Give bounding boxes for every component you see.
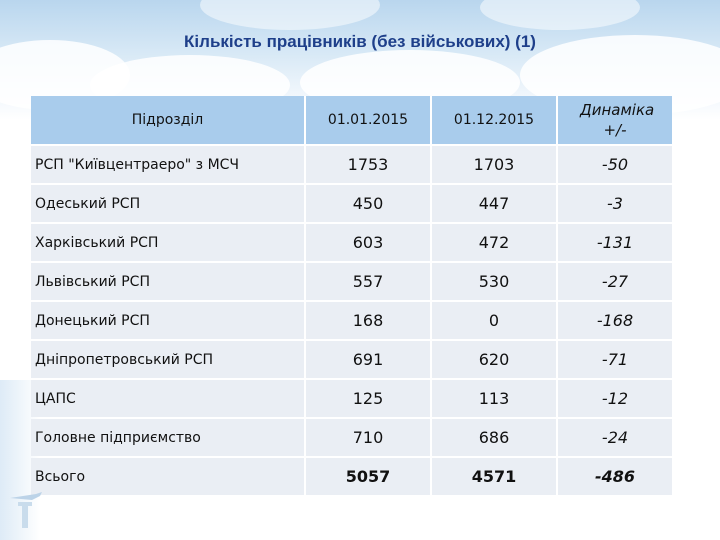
header-department: Підрозділ: [31, 96, 306, 144]
cell-dynamics: -50: [558, 146, 672, 183]
cell-end: 530: [432, 263, 558, 300]
cell-start: 557: [306, 263, 432, 300]
table-row: Львівський РСП 557 530 -27: [31, 263, 672, 300]
cloud-decoration: [200, 0, 380, 30]
table-row: Харківський РСП 603 472 -131: [31, 224, 672, 261]
cell-start: 710: [306, 419, 432, 456]
table-total-row: Всього 5057 4571 -486: [31, 458, 672, 495]
header-dynamics: Динаміка +/-: [558, 96, 672, 144]
header-date-start: 01.01.2015: [306, 96, 432, 144]
cell-dynamics: -3: [558, 185, 672, 222]
cell-end: 620: [432, 341, 558, 378]
cell-start: 1753: [306, 146, 432, 183]
cell-start: 125: [306, 380, 432, 417]
cell-dynamics: -24: [558, 419, 672, 456]
cell-total-label: Всього: [31, 458, 306, 495]
employee-count-table: Підрозділ 01.01.2015 01.12.2015 Динаміка…: [31, 94, 672, 497]
cell-dynamics: -27: [558, 263, 672, 300]
table-row: Дніпропетровський РСП 691 620 -71: [31, 341, 672, 378]
cell-dynamics: -131: [558, 224, 672, 261]
cell-total-start: 5057: [306, 458, 432, 495]
cell-end: 113: [432, 380, 558, 417]
cell-start: 603: [306, 224, 432, 261]
table-row: Донецький РСП 168 0 -168: [31, 302, 672, 339]
cell-total-end: 4571: [432, 458, 558, 495]
cloud-decoration: [480, 0, 640, 30]
table-row: РСП "Київцентраеро" з МСЧ 1753 1703 -50: [31, 146, 672, 183]
cell-department: Одеський РСП: [31, 185, 306, 222]
table-header-row: Підрозділ 01.01.2015 01.12.2015 Динаміка…: [31, 96, 672, 144]
slide-title: Кількість працівників (без військових) (…: [184, 32, 536, 51]
cell-start: 450: [306, 185, 432, 222]
table-row: ЦАПС 125 113 -12: [31, 380, 672, 417]
cell-dynamics: -71: [558, 341, 672, 378]
table-row: Головне підприємство 710 686 -24: [31, 419, 672, 456]
cell-end: 1703: [432, 146, 558, 183]
cell-department: Дніпропетровський РСП: [31, 341, 306, 378]
cell-end: 0: [432, 302, 558, 339]
cell-department: РСП "Київцентраеро" з МСЧ: [31, 146, 306, 183]
cell-start: 168: [306, 302, 432, 339]
cell-end: 447: [432, 185, 558, 222]
cell-end: 686: [432, 419, 558, 456]
cell-dynamics: -12: [558, 380, 672, 417]
cell-department: Головне підприємство: [31, 419, 306, 456]
header-date-end: 01.12.2015: [432, 96, 558, 144]
cell-start: 691: [306, 341, 432, 378]
cell-dynamics: -168: [558, 302, 672, 339]
cell-department: ЦАПС: [31, 380, 306, 417]
cell-department: Донецький РСП: [31, 302, 306, 339]
cell-total-dynamics: -486: [558, 458, 672, 495]
table-row: Одеський РСП 450 447 -3: [31, 185, 672, 222]
cell-department: Харківський РСП: [31, 224, 306, 261]
airplane-logo-icon: [10, 492, 42, 528]
cell-department: Львівський РСП: [31, 263, 306, 300]
cell-end: 472: [432, 224, 558, 261]
header-dynamics-label: Динаміка +/-: [580, 101, 655, 139]
